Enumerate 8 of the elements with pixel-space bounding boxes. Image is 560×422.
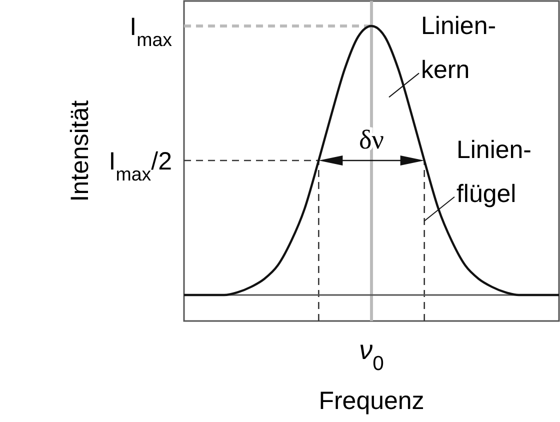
x-axis-title: Frequenz (318, 387, 424, 415)
annotation: Linien- kern (421, 12, 496, 84)
annotation: Linien- flügel (456, 136, 532, 208)
ref-line-label: I$_{max}$/2 (108, 148, 172, 184)
ref-line-label: I$_{max}$ (130, 13, 173, 50)
text: ν$_{0}$ (359, 335, 384, 375)
y-axis-title: Intensität (66, 100, 94, 202)
annotation: δν (359, 124, 384, 154)
